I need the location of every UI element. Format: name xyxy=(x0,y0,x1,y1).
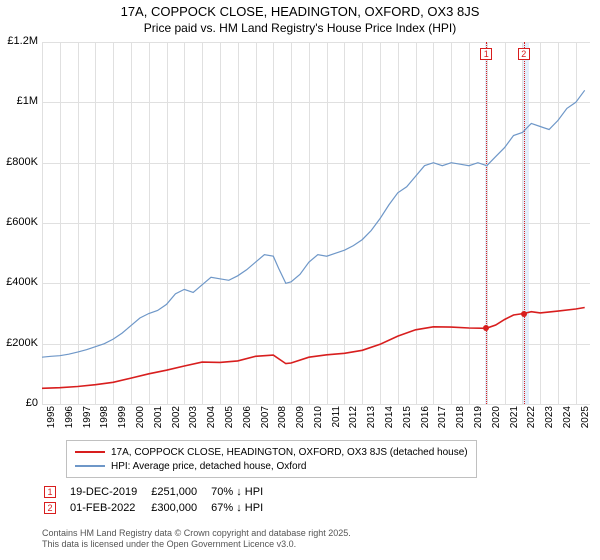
chart-subtitle: Price paid vs. HM Land Registry's House … xyxy=(0,19,600,35)
xtick-label: 2003 xyxy=(188,406,199,436)
xtick-label: 2005 xyxy=(224,406,235,436)
legend-label: 17A, COPPOCK CLOSE, HEADINGTON, OXFORD, … xyxy=(111,447,468,458)
gridline-y xyxy=(42,404,590,405)
xtick-label: 2011 xyxy=(331,406,342,436)
xtick-label: 2023 xyxy=(544,406,555,436)
sale-price: £300,000 xyxy=(151,501,209,515)
ytick-label: £800K xyxy=(0,156,38,168)
xtick-label: 2004 xyxy=(206,406,217,436)
ytick-label: £200K xyxy=(0,337,38,349)
ytick-label: £600K xyxy=(0,216,38,228)
legend-swatch xyxy=(75,451,105,453)
footer-line-2: This data is licensed under the Open Gov… xyxy=(42,539,351,550)
xtick-label: 2024 xyxy=(562,406,573,436)
xtick-label: 2001 xyxy=(153,406,164,436)
ytick-label: £1.2M xyxy=(0,35,38,47)
xtick-label: 2017 xyxy=(437,406,448,436)
sale-date: 01-FEB-2022 xyxy=(70,501,149,515)
xtick-label: 2010 xyxy=(313,406,324,436)
xtick-label: 1997 xyxy=(82,406,93,436)
xtick-label: 1996 xyxy=(64,406,75,436)
xtick-label: 2008 xyxy=(277,406,288,436)
xtick-label: 2015 xyxy=(402,406,413,436)
xtick-label: 1998 xyxy=(99,406,110,436)
xtick-label: 2019 xyxy=(473,406,484,436)
sale-delta: 70% ↓ HPI xyxy=(211,485,275,499)
sale-row: 1 19-DEC-2019£251,00070% ↓ HPI xyxy=(44,485,275,499)
xtick-label: 2009 xyxy=(295,406,306,436)
sale-badge: 1 xyxy=(44,486,56,498)
xtick-label: 2022 xyxy=(526,406,537,436)
xtick-label: 2013 xyxy=(366,406,377,436)
xtick-label: 2020 xyxy=(491,406,502,436)
xtick-label: 2006 xyxy=(242,406,253,436)
xtick-label: 2021 xyxy=(509,406,520,436)
xtick-label: 2016 xyxy=(420,406,431,436)
xtick-label: 2012 xyxy=(348,406,359,436)
legend-swatch xyxy=(75,465,105,467)
sale-delta: 67% ↓ HPI xyxy=(211,501,275,515)
series-hpi xyxy=(42,90,585,357)
plot-area: 12 xyxy=(42,42,590,404)
sale-price: £251,000 xyxy=(151,485,209,499)
sale-date: 19-DEC-2019 xyxy=(70,485,149,499)
series-price_paid xyxy=(42,308,585,389)
sale-badge: 2 xyxy=(44,502,56,514)
legend: 17A, COPPOCK CLOSE, HEADINGTON, OXFORD, … xyxy=(66,440,477,478)
xtick-label: 2007 xyxy=(260,406,271,436)
sales-table: 1 19-DEC-2019£251,00070% ↓ HPI 2 01-FEB-202… xyxy=(42,483,277,517)
ytick-label: £0 xyxy=(0,397,38,409)
xtick-label: 2014 xyxy=(384,406,395,436)
xtick-label: 2018 xyxy=(455,406,466,436)
xtick-label: 1995 xyxy=(46,406,57,436)
legend-label: HPI: Average price, detached house, Oxfo… xyxy=(111,461,307,472)
xtick-label: 2002 xyxy=(171,406,182,436)
xtick-label: 2000 xyxy=(135,406,146,436)
chart-title: 17A, COPPOCK CLOSE, HEADINGTON, OXFORD, … xyxy=(0,0,600,19)
footer-line-1: Contains HM Land Registry data © Crown c… xyxy=(42,528,351,539)
ytick-label: £1M xyxy=(0,95,38,107)
xtick-label: 2025 xyxy=(580,406,591,436)
xtick-label: 1999 xyxy=(117,406,128,436)
series-svg xyxy=(42,42,590,404)
legend-row: 17A, COPPOCK CLOSE, HEADINGTON, OXFORD, … xyxy=(75,445,468,459)
ytick-label: £400K xyxy=(0,276,38,288)
sale-row: 2 01-FEB-2022£300,00067% ↓ HPI xyxy=(44,501,275,515)
footer-attribution: Contains HM Land Registry data © Crown c… xyxy=(42,528,351,551)
legend-row: HPI: Average price, detached house, Oxfo… xyxy=(75,459,468,473)
